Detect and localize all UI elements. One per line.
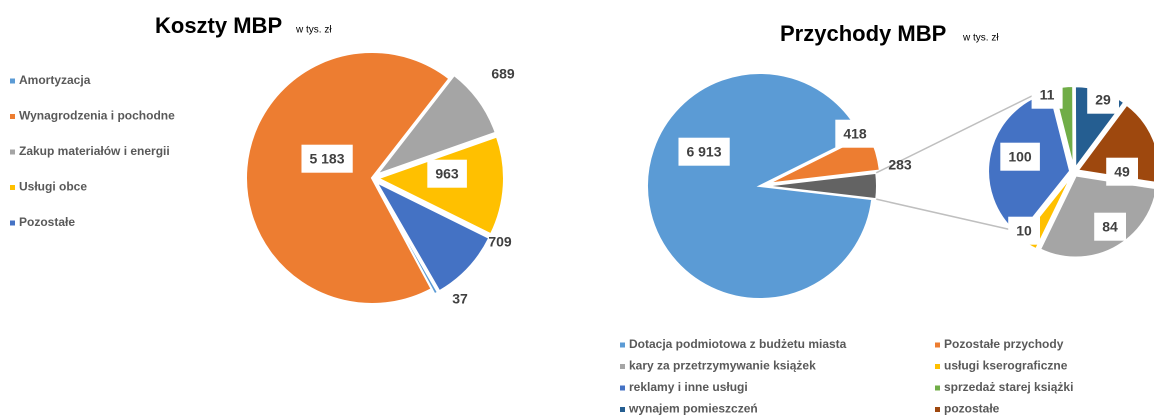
legend-marker [10,114,15,119]
chart-title: Przychody MBP [780,21,946,46]
data-label: 29 [1095,92,1111,108]
data-label: 6 913 [686,144,721,160]
label-box [1106,157,1138,186]
data-label: 10 [1016,223,1032,239]
chart-subtitle: w tys. zł [295,25,332,36]
legend-marker [10,149,15,155]
pie-slice [763,171,879,201]
pie-slice [373,179,491,293]
legend-label: kary za przetrzymywanie książek [629,359,816,373]
legend-label: sprzedaż starej książki [944,380,1073,394]
data-label: 5 183 [309,151,344,167]
legend-marker [935,407,940,412]
data-label: 418 [843,126,867,142]
legend-label: reklamy i inne usługi [629,380,748,394]
data-label: 100 [1008,149,1032,165]
legend-label: Dotacja podmiotowa z budżetu miasta [629,337,847,351]
legend-marker [620,407,625,412]
label-box [427,159,467,188]
legend-marker [620,385,625,391]
legend-marker [10,78,15,84]
data-label: 49 [1114,164,1130,180]
data-label: 689 [491,66,515,82]
legend-label: Usługi obce [19,180,87,194]
legend-marker [620,364,625,369]
label-box [678,137,730,166]
legend-marker [935,385,940,391]
label-box [1031,80,1063,109]
data-label: 37 [452,291,468,307]
legend-marker [935,364,940,369]
label-box [1094,212,1126,241]
pie-slice [245,51,451,305]
legend-label: pozostałe [944,402,1000,416]
chart-title: Koszty MBP [155,13,282,38]
legend-marker [10,220,15,226]
data-label: 84 [1102,219,1118,235]
legend-marker [10,185,15,190]
data-label: 709 [488,234,512,250]
legend-marker [620,342,625,348]
connector [875,89,1045,174]
label-box [301,144,353,173]
label-box [1000,142,1040,171]
label-box [835,119,875,148]
connector [876,198,1013,231]
data-label: 963 [435,166,459,182]
legend-label: Wynagrodzenia i pochodne [19,109,175,123]
data-label: 11 [1040,87,1055,103]
legend-marker [935,342,940,348]
legend-label: Zakup materiałów i energii [19,144,170,158]
label-box [1087,85,1119,114]
legend-label: Pozostałe przychody [944,337,1064,351]
legend-label: Pozostałe [19,215,75,229]
data-label: 283 [888,157,912,173]
label-box [1008,216,1040,245]
legend-label: wynajem pomieszczeń [628,402,758,416]
legend-label: Amortyzacja [19,73,91,87]
legend-label: usługi kserograficzne [944,359,1068,373]
pie-slice [373,73,497,177]
chart-subtitle: w tys. zł [962,33,999,44]
pie-slice [646,72,874,300]
